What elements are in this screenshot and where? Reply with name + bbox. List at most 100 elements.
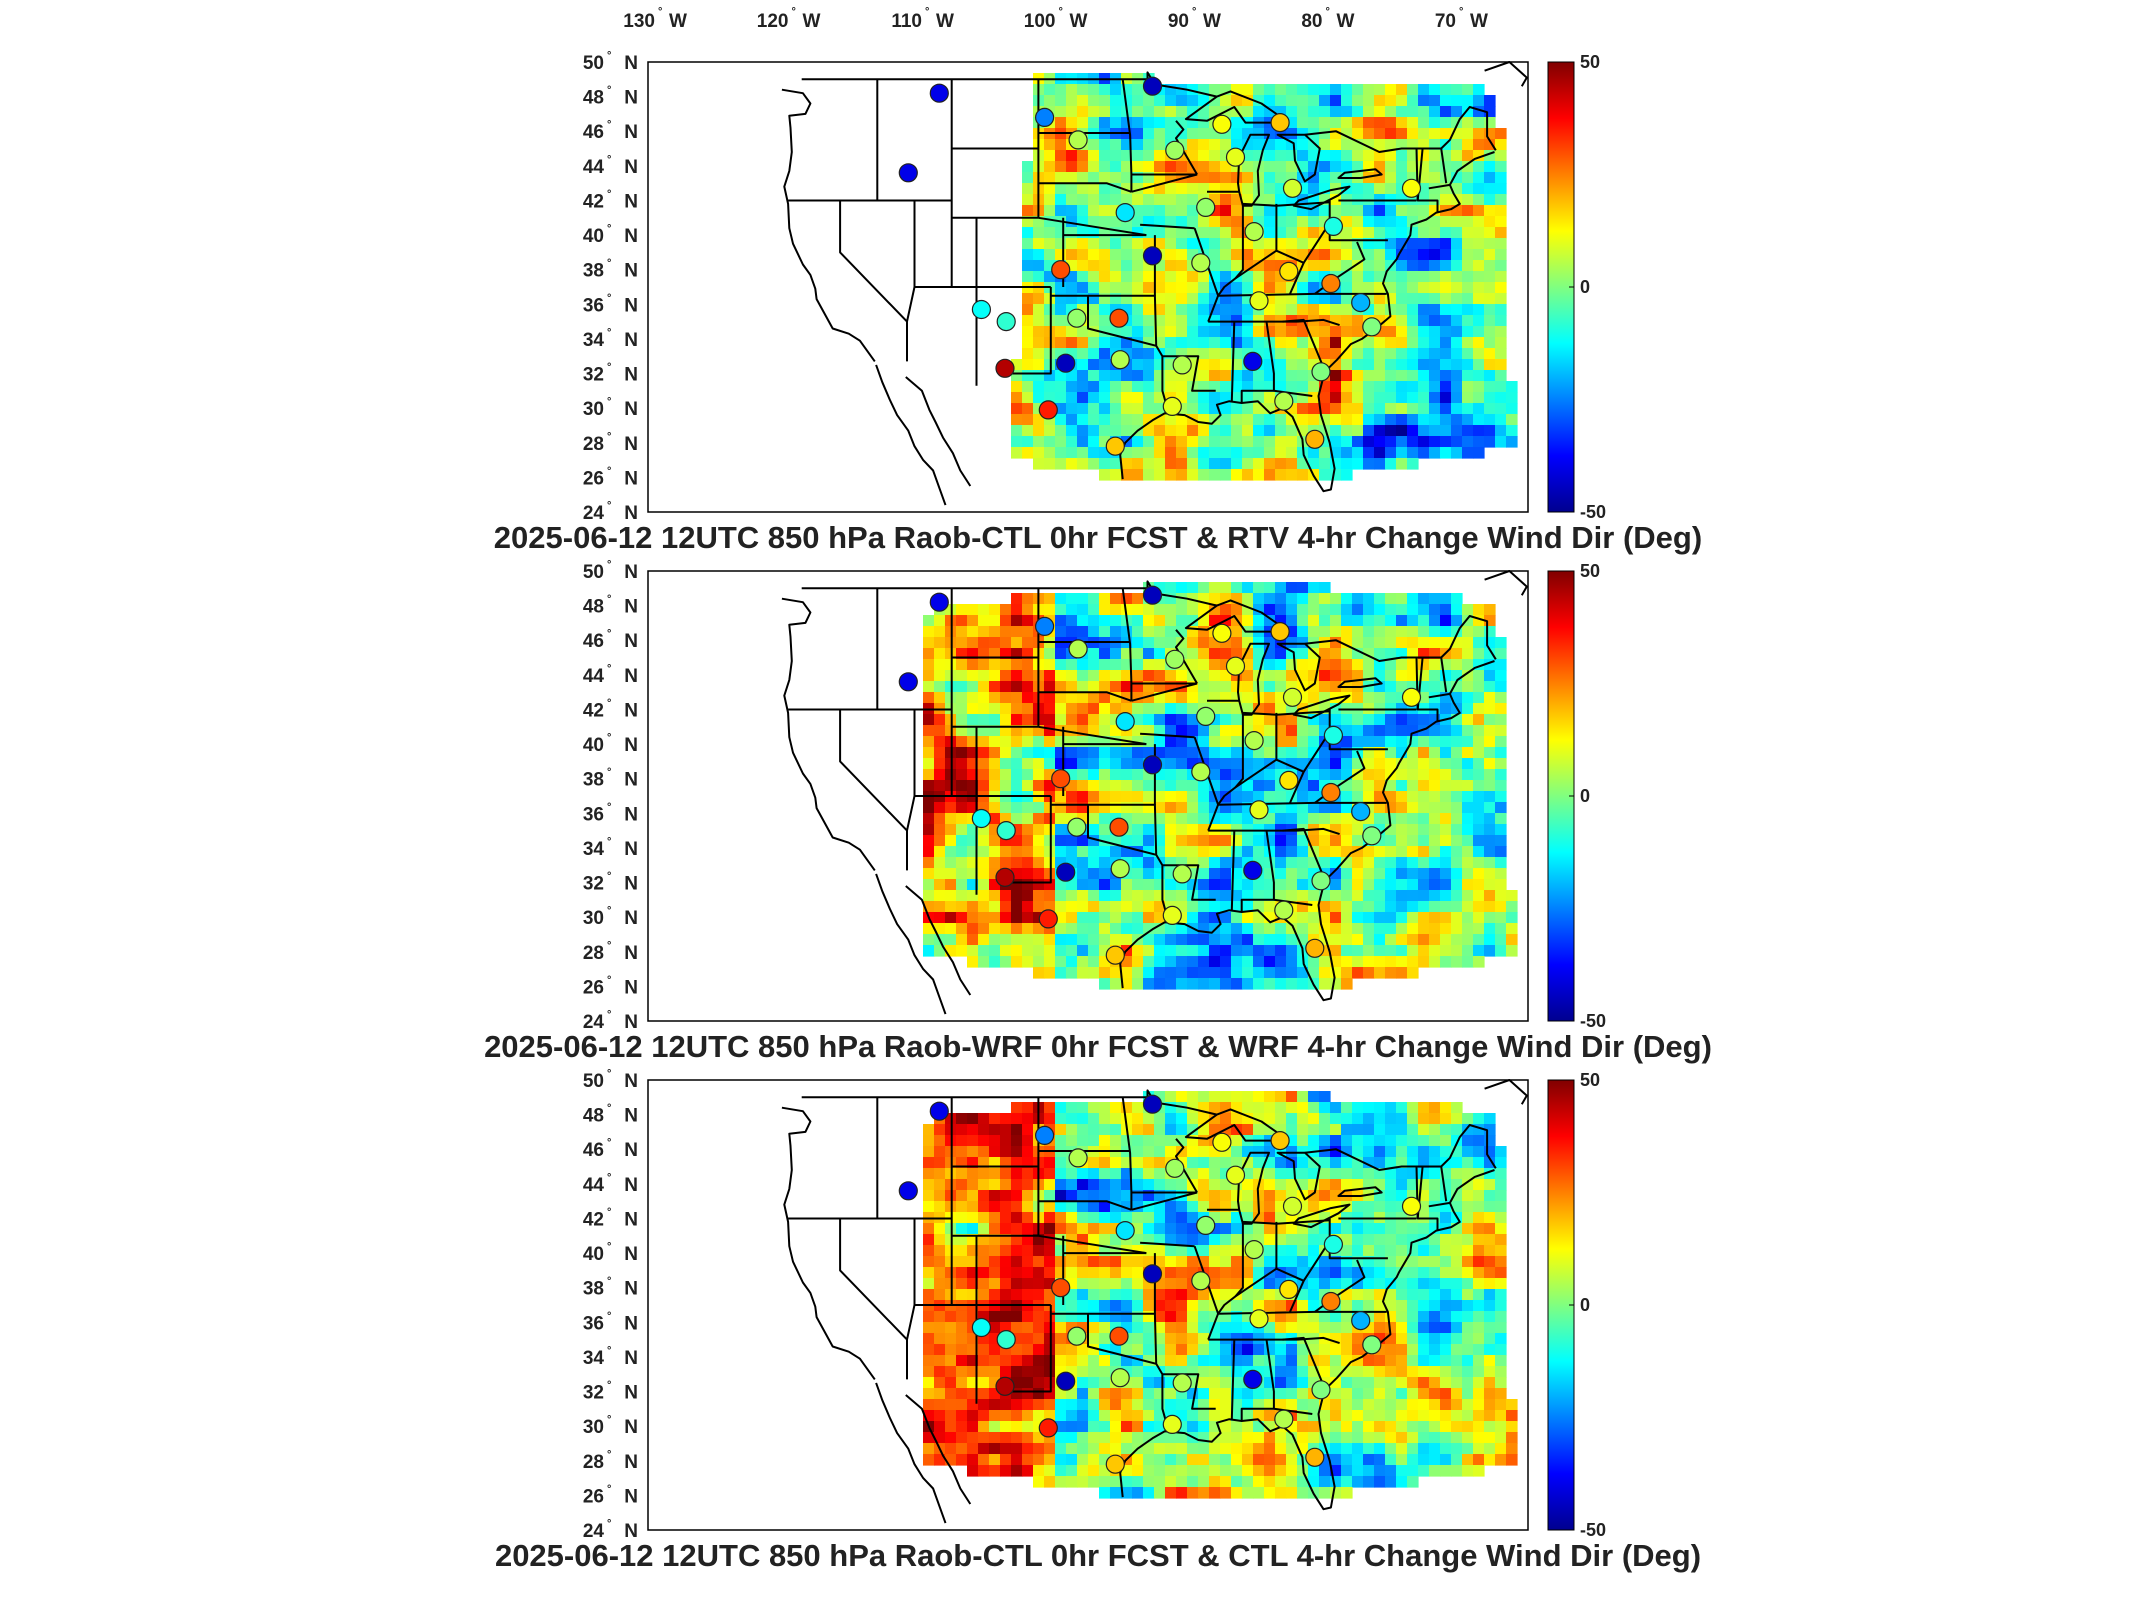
latitude-hemisphere: N	[624, 1279, 638, 1300]
degree-symbol: °	[607, 1483, 611, 1495]
latitude-hemisphere: N	[624, 597, 638, 618]
latitude-label: 38	[583, 261, 604, 282]
degree-symbol: °	[607, 85, 611, 97]
state-boundaries	[781, 1079, 1528, 1524]
raob-station-marker	[1279, 261, 1299, 281]
latitude-label: 34	[583, 839, 605, 860]
map-frame	[647, 570, 1529, 1022]
raob-station-marker	[1225, 1165, 1246, 1185]
raob-station-marker	[1243, 860, 1263, 881]
latitude-label: 42	[583, 192, 604, 213]
degree-symbol: °	[607, 594, 611, 606]
raob-station-marker	[898, 672, 918, 692]
colorbar: 50 0 -50	[1547, 1070, 1606, 1540]
raob-station-marker	[1270, 1130, 1290, 1151]
degree-symbol: °	[607, 1414, 611, 1426]
raob-station-marker	[1105, 436, 1125, 456]
latitude-hemisphere: N	[624, 330, 638, 351]
raob-station-marker	[1212, 114, 1232, 134]
degree-symbol: °	[607, 327, 611, 339]
raob-station-marker	[1165, 649, 1185, 669]
raob-station-marker	[1191, 1271, 1211, 1291]
svg-text:W: W	[669, 11, 687, 32]
svg-text:80: 80	[1301, 11, 1322, 32]
raob-station-marker	[1142, 76, 1163, 96]
raob-station-marker	[1279, 770, 1299, 791]
raob-station-marker	[1034, 107, 1055, 128]
raob-station-marker	[1038, 909, 1058, 929]
longitude-label: 100 ° W	[1024, 6, 1088, 32]
raob-station-marker	[1212, 623, 1232, 643]
latitude-label: 42	[583, 701, 604, 722]
latitude-hemisphere: N	[624, 399, 638, 420]
latitude-label: 26	[583, 468, 604, 489]
degree-symbol: °	[607, 154, 611, 166]
colorbar: 50 0 -50	[1547, 561, 1606, 1031]
degree-symbol: °	[607, 1137, 611, 1149]
raob-station-marker	[1249, 1309, 1269, 1329]
degree-symbol: °	[607, 500, 611, 512]
colorbar-label: -50	[1580, 1011, 1606, 1031]
latitude-label: 50	[583, 1071, 604, 1092]
latitude-hemisphere: N	[624, 908, 638, 929]
raob-station-marker	[1162, 1414, 1182, 1435]
degree-symbol: °	[607, 189, 611, 201]
panel-title: 2025-06-12 12UTC 850 hPa Raob-CTL 0hr FC…	[494, 520, 1702, 555]
raob-station-marker	[996, 1329, 1016, 1350]
latitude-label: 42	[583, 1210, 604, 1231]
latitude-label: 38	[583, 770, 604, 791]
raob-station-marker	[1067, 308, 1087, 328]
map-frame	[647, 61, 1529, 513]
latitude-label: 48	[583, 597, 604, 618]
raob-station-marker	[1311, 362, 1331, 382]
svg-text:100: 100	[1024, 11, 1056, 32]
raob-station-marker	[1109, 308, 1129, 328]
raob-station-marker	[1249, 291, 1269, 311]
raob-station-marker	[971, 808, 992, 829]
latitude-hemisphere: N	[624, 804, 638, 825]
raob-station-marker	[1225, 147, 1246, 167]
raob-station-marker	[1051, 260, 1071, 280]
wind-change-field	[923, 1091, 1518, 1499]
raob-station-marker	[1321, 782, 1341, 803]
raob-station-marker	[971, 1317, 992, 1338]
raob-station-marker	[1038, 400, 1058, 420]
raob-station-marker	[1142, 585, 1163, 605]
latitude-label: 48	[583, 1106, 604, 1127]
raob-station-marker	[1165, 1158, 1185, 1178]
latitude-label: 44	[583, 157, 605, 178]
raob-station-marker	[971, 299, 992, 320]
raob-station-marker	[1196, 1215, 1216, 1236]
degree-symbol: °	[607, 1207, 611, 1219]
raob-station-marker	[1056, 1371, 1076, 1391]
raob-station-marker	[1323, 725, 1344, 746]
raob-station-marker	[1244, 1239, 1264, 1260]
raob-station-marker	[1191, 762, 1211, 782]
raob-station-marker	[1270, 112, 1290, 133]
latitude-label: 38	[583, 1279, 604, 1300]
latitude-hemisphere: N	[624, 701, 638, 722]
map-panel-1: 50 ° N48 ° N46 ° N44 ° N42 ° N40 ° N38 ° N36 ° N34 ° N32 ° N…	[494, 50, 1702, 555]
svg-text:°: °	[792, 6, 796, 18]
longitude-label: 110 ° W	[891, 6, 954, 32]
svg-text:W: W	[1470, 11, 1488, 32]
svg-text:W: W	[1203, 11, 1221, 32]
latitude-hemisphere: N	[624, 1210, 638, 1231]
latitude-hemisphere: N	[624, 53, 638, 74]
degree-symbol: °	[607, 1009, 611, 1021]
latitude-hemisphere: N	[624, 1348, 638, 1369]
raob-station-marker	[1311, 1380, 1331, 1400]
raob-station-marker	[1067, 1326, 1087, 1346]
raob-station-marker	[1243, 351, 1263, 371]
latitude-label: 46	[583, 631, 604, 652]
raob-station-marker	[1305, 429, 1325, 449]
latitude-hemisphere: N	[624, 88, 638, 109]
degree-symbol: °	[607, 431, 611, 443]
raob-station-marker	[929, 592, 949, 612]
raob-stations	[898, 76, 1422, 456]
degree-symbol: °	[607, 465, 611, 477]
raob-stations	[898, 585, 1422, 965]
latitude-label: 30	[583, 1417, 604, 1438]
latitude-hemisphere: N	[624, 1313, 638, 1334]
raob-station-marker	[1323, 1234, 1344, 1255]
